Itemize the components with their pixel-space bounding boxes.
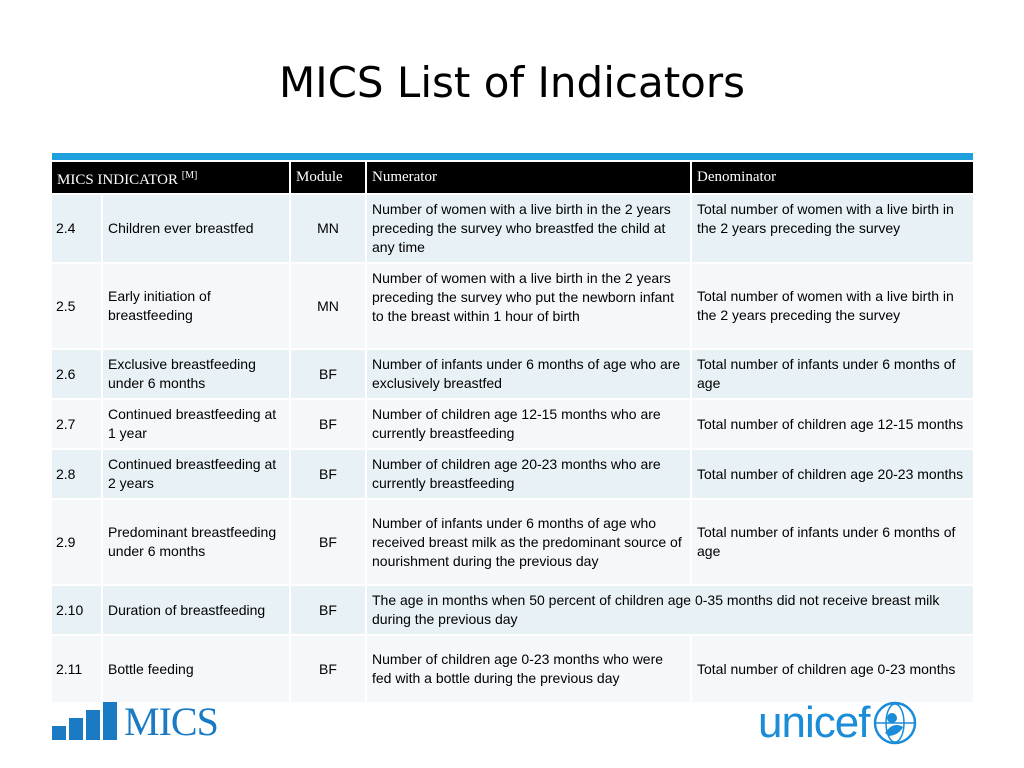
indicator-numerator: Number of women with a live birth in the… [366,262,692,349]
indicator-number: 2.11 [52,634,103,702]
indicator-numerator: Number of children age 12-15 months who … [366,398,692,449]
indicator-number: 2.8 [52,448,103,499]
indicator-name: Duration of breastfeeding [102,584,291,635]
unicef-logo: unicef [758,700,917,746]
indicator-module: BF [290,584,367,635]
indicator-numerator: Number of infants under 6 months of age … [366,498,692,585]
indicator-module: BF [290,634,367,702]
indicator-number: 2.4 [52,193,103,263]
header-numerator: Numerator [366,162,692,194]
table-header-row: MICS INDICATOR [M] Module Numerator Deno… [52,162,973,194]
unicef-emblem-icon [874,701,917,745]
table-row: 2.9 Predominant breastfeeding under 6 mo… [52,498,973,585]
indicator-module: BF [290,348,367,399]
indicator-denominator: Total number of children age 0-23 months [691,634,973,702]
mics-bars-icon [52,702,120,740]
indicator-numerator: Number of infants under 6 months of age … [366,348,692,399]
table-row: 2.8 Continued breastfeeding at 2 years B… [52,448,973,499]
table-row: 2.4 Children ever breastfed MN Number of… [52,193,973,263]
indicator-number: 2.5 [52,262,103,349]
header-module: Module [290,162,367,194]
indicator-denominator: Total number of women with a live birth … [691,262,973,349]
table-row: 2.5 Early initiation of breastfeeding MN… [52,262,973,349]
indicators-table: MICS INDICATOR [M] Module Numerator Deno… [52,162,973,702]
indicator-numerator: Number of children age 20-23 months who … [366,448,692,499]
table-row: 2.7 Continued breastfeeding at 1 year BF… [52,398,973,449]
indicator-denominator: Total number of children age 12-15 month… [691,398,973,449]
mics-logo-text: MICS [124,699,219,744]
indicator-denominator: Total number of infants under 6 months o… [691,498,973,585]
indicator-name: Continued breastfeeding at 2 years [102,448,291,499]
indicator-numerator: Number of women with a live birth in the… [366,193,692,263]
table-row: 2.6 Exclusive breastfeeding under 6 mont… [52,348,973,399]
table-row: 2.10 Duration of breastfeeding BF The ag… [52,584,973,635]
indicator-number: 2.7 [52,398,103,449]
indicator-numerator: Number of children age 0-23 months who w… [366,634,692,702]
indicator-denominator: Total number of infants under 6 months o… [691,348,973,399]
indicator-module: BF [290,398,367,449]
slide-title: MICS List of Indicators [278,58,746,107]
indicator-number: 2.6 [52,348,103,399]
indicator-name: Continued breastfeeding at 1 year [102,398,291,449]
indicator-name: Children ever breastfed [102,193,291,263]
indicator-name: Predominant breastfeeding under 6 months [102,498,291,585]
indicator-denominator: Total number of children age 20-23 month… [691,448,973,499]
indicator-number: 2.9 [52,498,103,585]
indicator-name: Bottle feeding [102,634,291,702]
indicator-name: Early initiation of breastfeeding [102,262,291,349]
mics-logo: MICS [52,699,219,744]
indicator-denominator: Total number of women with a live birth … [691,193,973,263]
accent-bar [52,153,973,160]
indicator-module: MN [290,262,367,349]
indicator-module: BF [290,498,367,585]
table-row: 2.11 Bottle feeding BF Number of childre… [52,634,973,702]
unicef-logo-text: unicef [758,698,870,747]
header-indicator: MICS INDICATOR [M] [52,162,291,194]
indicator-name: Exclusive breastfeeding under 6 months [102,348,291,399]
header-denominator: Denominator [691,162,973,194]
indicator-module: BF [290,448,367,499]
indicator-module: MN [290,193,367,263]
indicator-definition-merged: The age in months when 50 percent of chi… [366,584,973,635]
indicator-number: 2.10 [52,584,103,635]
